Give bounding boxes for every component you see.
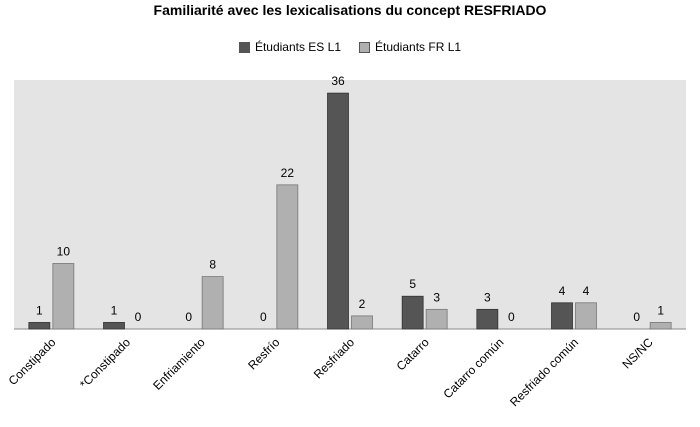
data-label-fr-1: 0 xyxy=(135,310,142,324)
data-label-es-1: 1 xyxy=(111,303,118,317)
bar-es-5 xyxy=(401,295,424,330)
category-label-0: Constipado xyxy=(6,335,59,388)
data-label-fr-3: 22 xyxy=(281,166,295,180)
data-label-es-0: 1 xyxy=(36,303,43,317)
data-label-es-7: 4 xyxy=(559,284,566,298)
legend-swatch-es xyxy=(238,41,250,53)
bar-es-6 xyxy=(476,308,499,330)
legend-swatch-fr xyxy=(359,41,370,53)
category-label-7: Resfriado común xyxy=(507,335,581,409)
category-label-5: Catarro xyxy=(394,335,432,373)
data-label-es-8: 0 xyxy=(633,310,640,324)
data-label-fr-6: 0 xyxy=(508,310,515,324)
data-label-es-6: 3 xyxy=(484,290,491,304)
bar-fr-7 xyxy=(575,302,597,330)
category-label-8: NS/NC xyxy=(619,335,656,372)
data-label-es-4: 36 xyxy=(331,74,345,88)
data-label-fr-4: 2 xyxy=(359,297,366,311)
data-label-fr-5: 3 xyxy=(433,290,440,304)
legend-label-fr: Étudiants FR L1 xyxy=(375,40,462,54)
bar-fr-0 xyxy=(52,263,75,330)
legend: Étudiants ES L1 Étudiants FR L1 xyxy=(0,40,700,54)
plot-area xyxy=(14,80,686,329)
data-label-es-2: 0 xyxy=(185,310,192,324)
category-label-3: Resfrío xyxy=(245,335,282,372)
data-label-fr-8: 1 xyxy=(657,303,664,317)
category-label-6: Catarro común xyxy=(440,335,506,401)
category-label-2: Enfriamiento xyxy=(150,335,208,393)
data-label-fr-0: 10 xyxy=(57,244,71,258)
data-label-es-3: 0 xyxy=(260,310,267,324)
bar-fr-4 xyxy=(351,315,373,330)
category-label-4: Resfriado xyxy=(311,335,357,381)
category-label-1: *Constipado xyxy=(77,335,133,391)
bar-fr-3 xyxy=(276,184,299,330)
legend-label-es: Étudiants ES L1 xyxy=(254,40,341,54)
legend-item-es: Étudiants ES L1 xyxy=(238,40,341,54)
bar-es-1 xyxy=(103,322,125,330)
legend-item-fr: Étudiants FR L1 xyxy=(359,40,461,54)
data-label-es-5: 5 xyxy=(409,277,416,291)
data-label-fr-2: 8 xyxy=(209,258,216,272)
bar-fr-8 xyxy=(649,322,672,330)
bar-es-4 xyxy=(327,92,349,330)
bar-es-0 xyxy=(28,322,51,330)
bar-es-7 xyxy=(551,302,573,330)
bar-fr-5 xyxy=(425,308,448,330)
data-label-fr-7: 4 xyxy=(583,284,590,298)
bar-fr-2 xyxy=(201,276,224,330)
chart-title: Familiarité avec les lexicalisations du … xyxy=(153,2,547,18)
